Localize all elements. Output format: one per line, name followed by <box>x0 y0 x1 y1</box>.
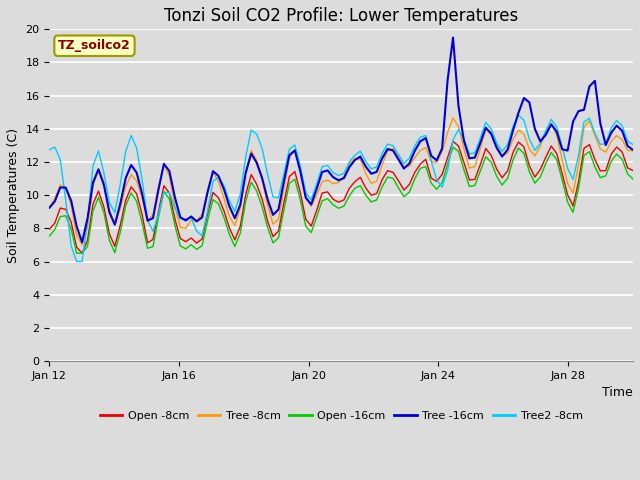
Legend: Open -8cm, Tree -8cm, Open -16cm, Tree -16cm, Tree2 -8cm: Open -8cm, Tree -8cm, Open -16cm, Tree -… <box>95 407 587 425</box>
Title: Tonzi Soil CO2 Profile: Lower Temperatures: Tonzi Soil CO2 Profile: Lower Temperatur… <box>164 7 518 25</box>
Text: TZ_soilco2: TZ_soilco2 <box>58 39 131 52</box>
Y-axis label: Soil Temperatures (C): Soil Temperatures (C) <box>7 128 20 263</box>
X-axis label: Time: Time <box>602 386 633 399</box>
